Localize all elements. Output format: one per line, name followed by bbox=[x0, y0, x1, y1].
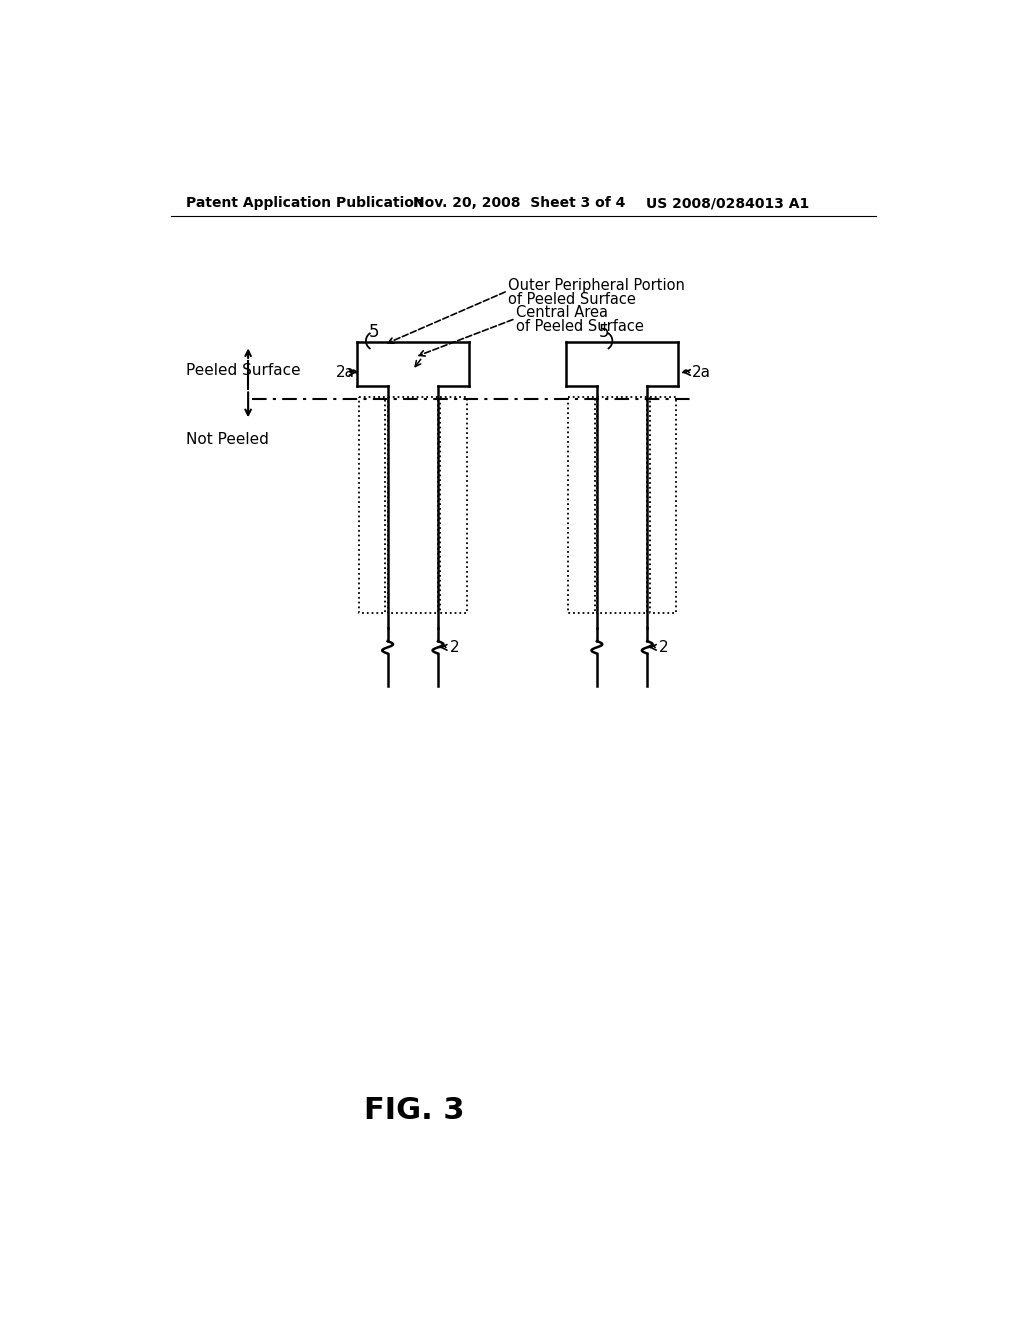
Text: of Peeled Surface: of Peeled Surface bbox=[508, 292, 636, 306]
Text: 5: 5 bbox=[370, 322, 380, 341]
Text: Nov. 20, 2008  Sheet 3 of 4: Nov. 20, 2008 Sheet 3 of 4 bbox=[414, 197, 626, 210]
Text: Not Peeled: Not Peeled bbox=[186, 432, 269, 447]
Text: Patent Application Publication: Patent Application Publication bbox=[186, 197, 424, 210]
Text: of Peeled Surface: of Peeled Surface bbox=[515, 318, 643, 334]
Text: Peeled Surface: Peeled Surface bbox=[186, 363, 301, 378]
Text: 2: 2 bbox=[658, 640, 669, 655]
Text: 2a: 2a bbox=[692, 364, 712, 380]
Text: FIG. 3: FIG. 3 bbox=[365, 1097, 465, 1126]
Text: Outer Peripheral Portion: Outer Peripheral Portion bbox=[508, 279, 685, 293]
Text: US 2008/0284013 A1: US 2008/0284013 A1 bbox=[646, 197, 809, 210]
Text: 2: 2 bbox=[450, 640, 459, 655]
Text: 5: 5 bbox=[599, 322, 609, 341]
Text: Central Area: Central Area bbox=[515, 305, 607, 319]
Text: 2a: 2a bbox=[336, 364, 354, 380]
